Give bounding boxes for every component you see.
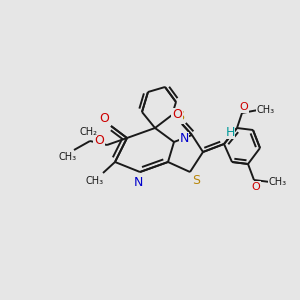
Text: CH₂: CH₂ (79, 127, 97, 137)
Text: CH₃: CH₃ (86, 176, 104, 186)
Text: CH₃: CH₃ (257, 105, 275, 115)
Text: H: H (225, 125, 235, 139)
Text: S: S (192, 173, 200, 187)
Text: CH₃: CH₃ (59, 152, 77, 162)
Text: N: N (179, 133, 189, 146)
Text: O: O (240, 102, 248, 112)
Text: O: O (99, 112, 109, 124)
Text: O: O (172, 109, 182, 122)
Text: S: S (176, 110, 184, 124)
Text: CH₃: CH₃ (269, 177, 287, 187)
Text: N: N (133, 176, 143, 188)
Text: O: O (94, 134, 104, 146)
Text: O: O (252, 182, 260, 192)
